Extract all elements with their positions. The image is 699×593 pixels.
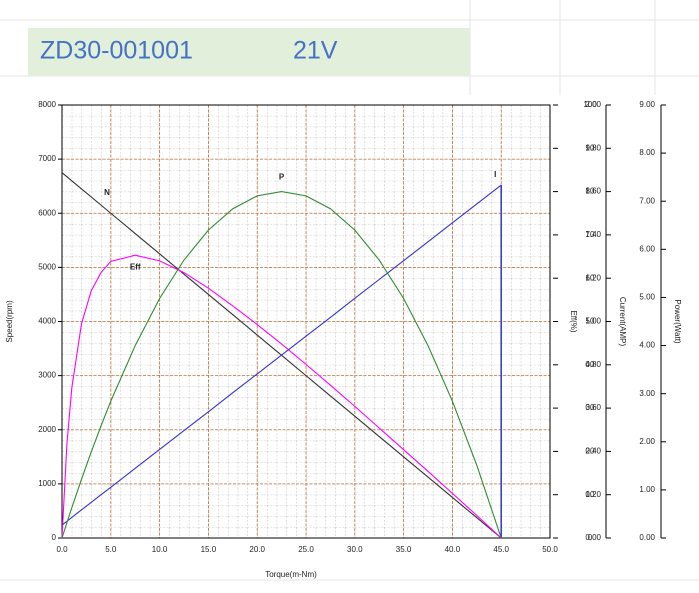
y-tick-label: 5.00 xyxy=(639,293,655,302)
series-line xyxy=(61,254,502,539)
y-tick-label: 0.00 xyxy=(639,533,655,542)
y-tick-label: 50 xyxy=(586,317,595,326)
y-tick-label: 30 xyxy=(586,403,595,412)
y-tick-label: 70 xyxy=(586,230,595,239)
y-tick-label: 40 xyxy=(586,360,595,369)
y-tick-label: 9.00 xyxy=(639,100,655,109)
y-tick-label: 1.00 xyxy=(639,485,655,494)
series-line xyxy=(61,184,502,526)
y-tick-label: 2.00 xyxy=(585,100,601,109)
voltage: 21V xyxy=(293,37,338,65)
axis-title: Power(Watt) xyxy=(673,299,682,343)
x-tick-label: 10.0 xyxy=(152,545,168,554)
y-tick-label: 1.40 xyxy=(585,230,601,239)
y-tick-label: 6.00 xyxy=(639,244,655,253)
y-tick-label: 2000 xyxy=(38,425,56,434)
y-tick-label: 1.00 xyxy=(585,317,601,326)
x-tick-label: 5.0 xyxy=(105,545,117,554)
axis-title: Eff(%) xyxy=(569,310,578,332)
x-tick-label: 35.0 xyxy=(396,545,412,554)
y-tick-label: 0.60 xyxy=(585,403,601,412)
y-tick-label: 0 xyxy=(588,533,593,542)
y-tick-label: 0.00 xyxy=(585,533,601,542)
y-tick-label: 1.20 xyxy=(585,273,601,282)
y-tick-label: 3.00 xyxy=(639,389,655,398)
y-tick-label: 6000 xyxy=(38,208,56,217)
y-tick-label: 20 xyxy=(586,447,595,456)
y-tick-label: 8000 xyxy=(38,100,56,109)
model: ZD30-001001 xyxy=(40,37,193,65)
x-tick-label: 20.0 xyxy=(249,545,265,554)
series-line xyxy=(61,191,502,539)
y-tick-label: 60 xyxy=(586,273,595,282)
plot-frame xyxy=(61,104,551,539)
y-tick-label: 4000 xyxy=(38,317,56,326)
header-box xyxy=(28,28,470,76)
y-tick-label: 80 xyxy=(586,187,595,196)
y-tick-label: 0.40 xyxy=(585,447,601,456)
y-tick-label: 0.20 xyxy=(585,490,601,499)
x-tick-label: 40.0 xyxy=(445,545,461,554)
curve-label: P xyxy=(279,173,285,182)
axis-title: Torque(m-Nm) xyxy=(265,570,317,579)
y-tick-label: 1.60 xyxy=(585,187,601,196)
curve-label: I xyxy=(494,170,496,179)
x-tick-label: 0.0 xyxy=(56,545,68,554)
curve-label: N xyxy=(104,188,110,197)
y-tick-label: 1000 xyxy=(38,479,56,488)
y-tick-label: 10 xyxy=(586,490,595,499)
y-tick-label: 90 xyxy=(586,143,595,152)
y-tick-label: 1.80 xyxy=(585,143,601,152)
axis-title: Current(AMP) xyxy=(618,297,627,347)
y-tick-label: 7.00 xyxy=(639,196,655,205)
y-tick-label: 8.00 xyxy=(639,148,655,157)
y-tick-label: 4.00 xyxy=(639,341,655,350)
x-tick-label: 25.0 xyxy=(298,545,314,554)
y-tick-label: 0 xyxy=(52,533,57,542)
y-tick-label: 0.80 xyxy=(585,360,601,369)
axis-title: Speed(rpm) xyxy=(5,300,14,343)
series-line xyxy=(61,172,502,539)
x-tick-label: 15.0 xyxy=(201,545,217,554)
y-tick-label: 2.00 xyxy=(639,437,655,446)
y-tick-label: 5000 xyxy=(38,262,56,271)
y-tick-label: 3000 xyxy=(38,371,56,380)
curve-label: Eff xyxy=(130,262,141,271)
y-tick-label: 100 xyxy=(583,100,597,109)
y-tick-label: 7000 xyxy=(38,154,56,163)
x-tick-label: 50.0 xyxy=(542,545,558,554)
x-tick-label: 30.0 xyxy=(347,545,363,554)
x-tick-label: 45.0 xyxy=(493,545,509,554)
